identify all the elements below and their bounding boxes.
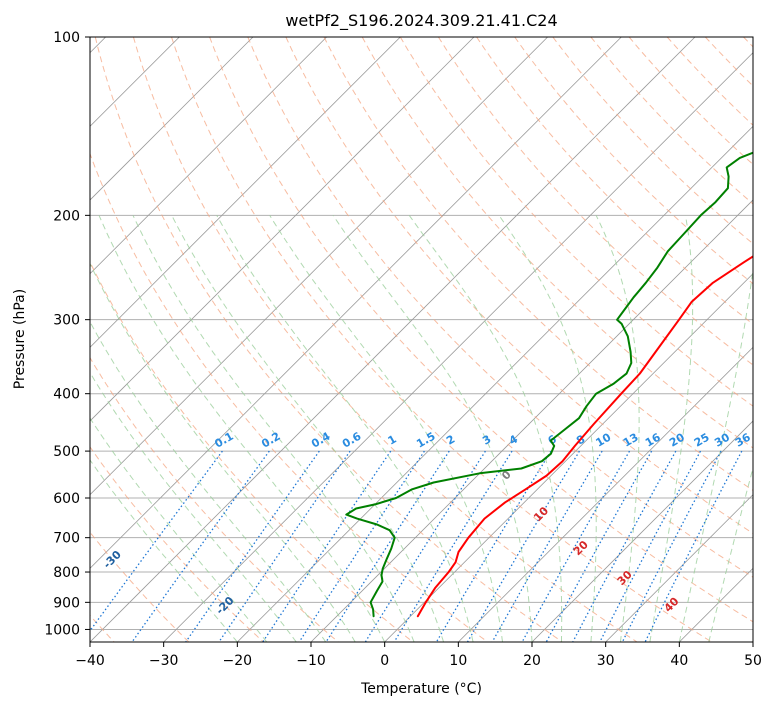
moist-adiabat: [269, 215, 503, 642]
sounding-profiles: [345, 151, 753, 618]
y-tick-label: 1000: [44, 622, 80, 638]
moist-adiabat: [678, 265, 753, 642]
dry-adiabat: [247, 37, 753, 578]
moist-adiabat: [132, 215, 415, 642]
moist-adiabat: [649, 215, 694, 642]
moist-adiabat: [90, 320, 327, 642]
moist-adiabat: [498, 215, 597, 642]
y-tick-label: 800: [53, 565, 80, 581]
plot-area: -100-90-80-70-60-50-40-30-20-100.10.20.4…: [90, 37, 753, 642]
dry-adiabat: [437, 37, 753, 366]
dry-adiabat: [323, 37, 753, 491]
isotherm-line: [90, 37, 622, 569]
pressure-gridlines: [90, 37, 753, 630]
moist-adiabat: [90, 417, 268, 642]
plot-frame: [89, 36, 754, 643]
x-tick-label: 10: [449, 653, 467, 669]
isotherm-line: [90, 37, 401, 348]
isotherm-line: [90, 37, 254, 201]
mixing-ratio-line: [393, 450, 513, 642]
mixing-ratio-line: [621, 450, 722, 642]
moist-adiabat: [216, 215, 474, 642]
dry-adiabat: [132, 37, 638, 642]
mixing-ratio-line: [572, 450, 677, 642]
dry-adiabat: [90, 260, 414, 642]
moist-adiabat: [98, 215, 386, 642]
chart-title: wetPf2_S196.2024.309.21.41.C24: [285, 11, 557, 31]
mixing-ratio-line: [545, 450, 653, 642]
y-tick-label: 700: [53, 531, 80, 547]
mixing-ratio-line: [599, 450, 702, 642]
moist-adiabats: [90, 215, 753, 642]
y-tick-label: 600: [53, 491, 80, 507]
dry-adiabat: [514, 37, 753, 285]
moist-adiabat: [595, 215, 640, 642]
y-axis: 100 200 300 400 500 600 700 800 900 1000: [44, 30, 90, 638]
moist-adiabat: [90, 262, 356, 642]
temperature-profile-line: [416, 255, 753, 618]
y-tick-label: 300: [53, 313, 80, 329]
isotherm-line: [458, 346, 753, 642]
mixing-ratio-line: [185, 450, 320, 642]
dry-adiabat: [90, 152, 488, 642]
mixing-ratio-line: [262, 450, 392, 642]
moist-adiabat: [408, 215, 563, 642]
mixing-ratio-line: [491, 450, 603, 642]
moist-adiabat: [171, 215, 445, 642]
isotherm-line: [531, 420, 753, 642]
dry-adiabat: [90, 356, 339, 642]
isotherm-line: [90, 37, 696, 642]
dry-adiabat: [90, 446, 264, 642]
moist-adiabat: [90, 371, 297, 642]
y-tick-label: 200: [53, 208, 80, 224]
x-tick-label: 0: [380, 653, 389, 669]
x-axis-title: Temperature (°C): [360, 681, 482, 697]
isotherm-line: [605, 494, 753, 642]
dewpoint-profile-line: [345, 151, 753, 618]
mixing-ratio-line: [218, 450, 351, 642]
y-tick-label: 900: [53, 595, 80, 611]
y-axis-title: Pressure (hPa): [12, 289, 28, 389]
moist-adiabat: [332, 215, 533, 642]
x-tick-label: 40: [670, 653, 688, 669]
dry-adiabat: [476, 37, 753, 325]
isotherm-line: [90, 37, 548, 496]
isotherm-line: [237, 125, 753, 642]
mixing-ratio-line: [298, 450, 425, 642]
mixing-ratio-line: [644, 450, 743, 642]
x-tick-label: 50: [744, 653, 762, 669]
dry-adiabat: [94, 37, 563, 642]
dry-adiabat: [209, 37, 753, 623]
y-tick-label: 100: [53, 30, 80, 46]
x-tick-label: −40: [75, 653, 105, 669]
isotherm-line: [90, 37, 327, 275]
x-axis: −40 −30 −20 −10 0 10 20 30 40 50: [75, 642, 762, 669]
x-tick-label: 20: [523, 653, 541, 669]
isotherm-line: [384, 273, 753, 642]
y-tick-label: 500: [53, 444, 80, 460]
x-tick-label: 30: [597, 653, 615, 669]
dry-adiabat: [171, 37, 712, 642]
y-tick-label: 400: [53, 387, 80, 403]
x-tick-label: −20: [223, 653, 253, 669]
skewed-isotherms: [90, 37, 753, 642]
mixing-ratio-line: [521, 450, 631, 642]
isotherm-line: [163, 52, 753, 642]
dry-adiabat: [285, 37, 753, 535]
mixing-ratio-lines: [90, 450, 743, 642]
x-tick-label: −30: [149, 653, 179, 669]
mixing-ratio-line: [90, 450, 223, 632]
moist-adiabat: [90, 459, 238, 642]
isotherm-line: [90, 37, 475, 422]
dry-adiabats: [90, 37, 753, 642]
x-tick-label: −10: [296, 653, 326, 669]
